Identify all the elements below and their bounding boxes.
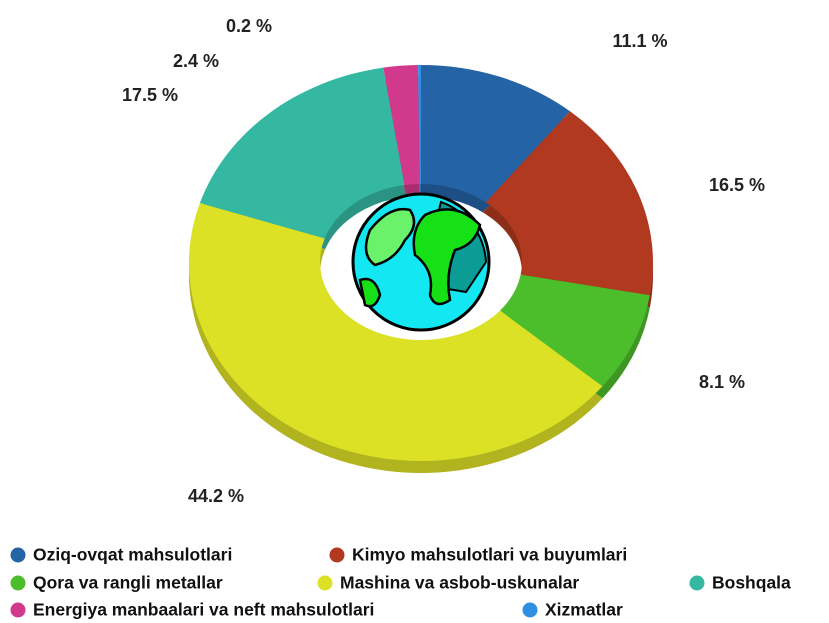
legend-label: Energiya manbaalari va neft mahsulotlari	[33, 600, 374, 620]
value-label: 44.2 %	[188, 486, 244, 506]
value-label: 0.2 %	[226, 16, 272, 36]
legend-marker	[11, 576, 26, 591]
legend-marker	[11, 548, 26, 563]
chart: 11.1 %16.5 %8.1 %44.2 %17.5 %2.4 %0.2 % …	[0, 0, 829, 623]
legend-label: Boshqala	[712, 573, 791, 593]
value-label: 2.4 %	[173, 51, 219, 71]
legend-marker	[690, 576, 705, 591]
value-label: 11.1 %	[612, 31, 667, 51]
legend-label: Oziq-ovqat mahsulotlari	[33, 545, 232, 565]
legend-label: Qora va rangli metallar	[33, 573, 223, 593]
value-label: 16.5 %	[709, 175, 765, 195]
value-label: 8.1 %	[699, 372, 745, 392]
legend-label: Kimyo mahsulotlari va buyumlari	[352, 545, 627, 565]
legend-marker	[11, 603, 26, 618]
legend-marker	[318, 576, 333, 591]
legend: Oziq-ovqat mahsulotlari Kimyo mahsulotlar…	[11, 545, 792, 620]
page: 11.1 %16.5 %8.1 %44.2 %17.5 %2.4 %0.2 % …	[0, 0, 829, 623]
legend-label: Mashina va asbob-uskunalar	[340, 573, 579, 593]
legend-marker	[330, 548, 345, 563]
value-label: 17.5 %	[122, 85, 178, 105]
legend-marker	[523, 603, 538, 618]
legend-label: Xizmatlar	[545, 600, 623, 620]
globe-icon	[353, 194, 489, 330]
